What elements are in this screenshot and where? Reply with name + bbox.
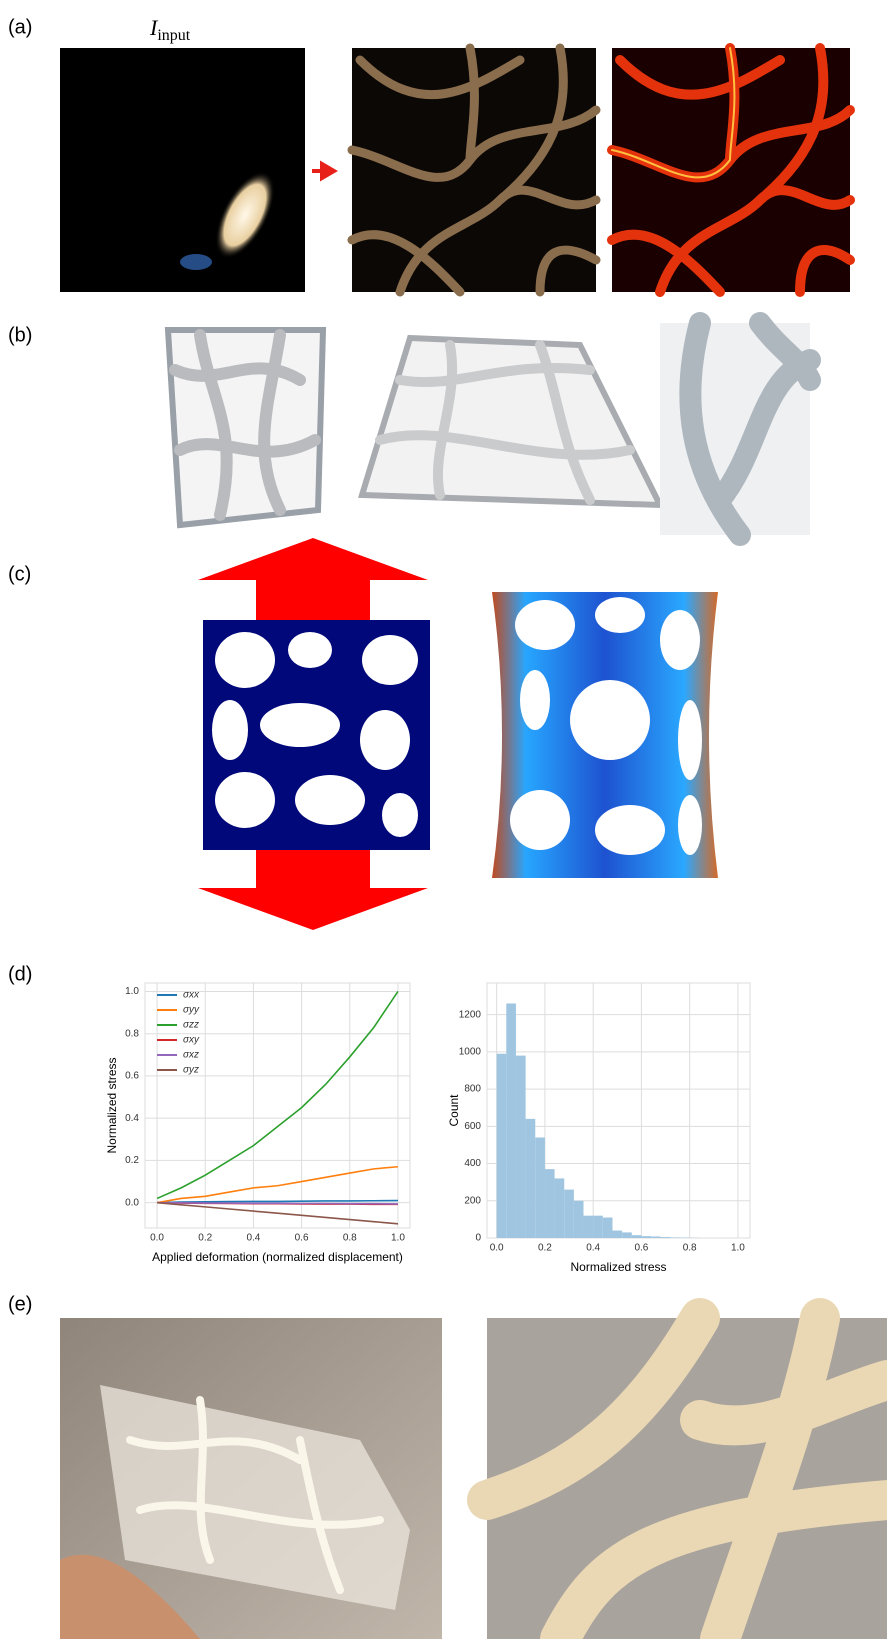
bar	[574, 1201, 584, 1238]
legend-label: σxz	[183, 1050, 199, 1061]
x-tick-label: 0.4	[586, 1243, 600, 1254]
y-tick-label: 0	[475, 1233, 481, 1244]
y-tick-label: 0.4	[125, 1113, 139, 1124]
bar	[622, 1232, 632, 1238]
x-tick-label: 1.0	[391, 1233, 405, 1244]
input-image	[60, 48, 305, 292]
mesh-image	[203, 620, 430, 850]
legend-label: σxx	[183, 990, 200, 1001]
bar	[641, 1236, 651, 1238]
bar	[603, 1218, 613, 1238]
figure: (a) Iinput (b) (c)	[0, 0, 887, 1639]
x-tick-label: 0.0	[150, 1233, 164, 1244]
x-tick-label: 0.0	[490, 1243, 504, 1254]
bar	[497, 1054, 507, 1238]
legend-label: σzz	[183, 1020, 199, 1031]
legend-label: σyz	[183, 1065, 199, 1076]
legend-label: σxy	[183, 1035, 200, 1046]
photo-closeup	[487, 1318, 887, 1639]
y-tick-label: 600	[464, 1121, 481, 1132]
panel-label: (a)	[8, 16, 32, 38]
bar	[564, 1190, 574, 1238]
y-tick-label: 400	[464, 1158, 481, 1169]
x-tick-label: 0.4	[246, 1233, 260, 1244]
arrow	[312, 164, 334, 178]
stress-image	[492, 592, 718, 878]
x-tick-label: 0.6	[634, 1243, 648, 1254]
bar	[612, 1231, 622, 1238]
bar	[632, 1235, 642, 1238]
bar	[651, 1237, 661, 1238]
bar	[555, 1178, 565, 1238]
x-axis-label: Normalized stress	[570, 1260, 666, 1274]
bar	[535, 1137, 545, 1238]
y-tick-label: 1.0	[125, 986, 139, 997]
lattice-image	[352, 48, 596, 292]
bar	[584, 1216, 594, 1238]
y-tick-label: 1000	[459, 1047, 482, 1058]
x-tick-label: 1.0	[731, 1243, 745, 1254]
y-tick-label: 0.2	[125, 1155, 139, 1166]
panel-label: (b)	[8, 324, 32, 346]
bar	[506, 1003, 516, 1238]
input-label: Iinput	[149, 15, 191, 44]
bar	[661, 1237, 671, 1238]
bar	[593, 1216, 603, 1238]
photo	[60, 1318, 442, 1639]
y-tick-label: 200	[464, 1195, 481, 1206]
y-tick-label: 800	[464, 1084, 481, 1095]
x-axis-label: Applied deformation (normalized displace…	[152, 1250, 403, 1264]
legend-label: σyy	[183, 1005, 200, 1016]
x-tick-label: 0.2	[538, 1243, 552, 1254]
panel-label: (c)	[8, 563, 31, 585]
bar	[545, 1169, 555, 1238]
y-axis-label: Normalized stress	[105, 1057, 119, 1153]
x-tick-label: 0.8	[683, 1243, 697, 1254]
bar	[670, 1237, 680, 1238]
bar	[526, 1119, 536, 1238]
y-tick-label: 0.6	[125, 1071, 139, 1082]
bar	[516, 1056, 526, 1238]
y-tick-label: 0.8	[125, 1028, 139, 1039]
y-tick-label: 1200	[459, 1009, 482, 1020]
x-tick-label: 0.8	[343, 1233, 357, 1244]
heat-image	[612, 48, 850, 292]
x-tick-label: 0.6	[295, 1233, 309, 1244]
y-tick-label: 0.0	[125, 1197, 139, 1208]
y-axis-label: Count	[447, 1094, 461, 1127]
panel-label: (e)	[8, 1293, 32, 1315]
panel-label: (d)	[8, 963, 32, 985]
render-image	[168, 323, 810, 535]
x-tick-label: 0.2	[198, 1233, 212, 1244]
